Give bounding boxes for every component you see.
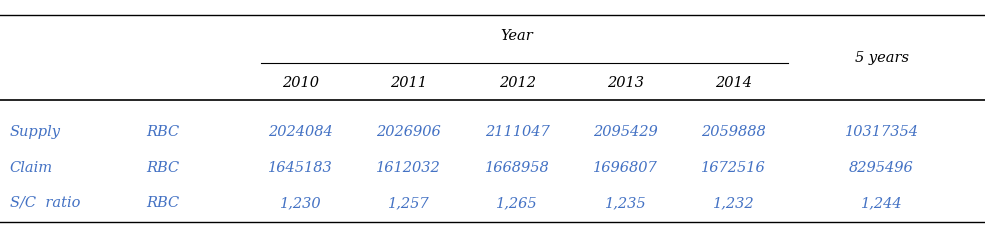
Text: 2026906: 2026906	[376, 125, 441, 139]
Text: 2024084: 2024084	[268, 125, 333, 139]
Text: 1,265: 1,265	[496, 195, 538, 209]
Text: 2010: 2010	[282, 76, 319, 90]
Text: 2059888: 2059888	[701, 125, 766, 139]
Text: 8295496: 8295496	[849, 160, 914, 174]
Text: 2011: 2011	[390, 76, 427, 90]
Text: 2012: 2012	[498, 76, 536, 90]
Text: 1668958: 1668958	[485, 160, 550, 174]
Text: RBC: RBC	[146, 195, 179, 209]
Text: Claim: Claim	[10, 160, 53, 174]
Text: 1,257: 1,257	[388, 195, 429, 209]
Text: Supply: Supply	[10, 125, 61, 139]
Text: RBC: RBC	[146, 160, 179, 174]
Text: 10317354: 10317354	[844, 125, 919, 139]
Text: RBC: RBC	[146, 125, 179, 139]
Text: 5 years: 5 years	[855, 51, 908, 65]
Text: 2111047: 2111047	[485, 125, 550, 139]
Text: 2013: 2013	[607, 76, 644, 90]
Text: 1672516: 1672516	[701, 160, 766, 174]
Text: 1,244: 1,244	[861, 195, 902, 209]
Text: 1,235: 1,235	[605, 195, 646, 209]
Text: Year: Year	[500, 29, 534, 43]
Text: 2095429: 2095429	[593, 125, 658, 139]
Text: 2014: 2014	[715, 76, 753, 90]
Text: 1696807: 1696807	[593, 160, 658, 174]
Text: S/C  ratio: S/C ratio	[10, 195, 80, 209]
Text: 1645183: 1645183	[268, 160, 333, 174]
Text: 1,232: 1,232	[713, 195, 755, 209]
Text: 1612032: 1612032	[376, 160, 441, 174]
Text: 1,230: 1,230	[280, 195, 321, 209]
